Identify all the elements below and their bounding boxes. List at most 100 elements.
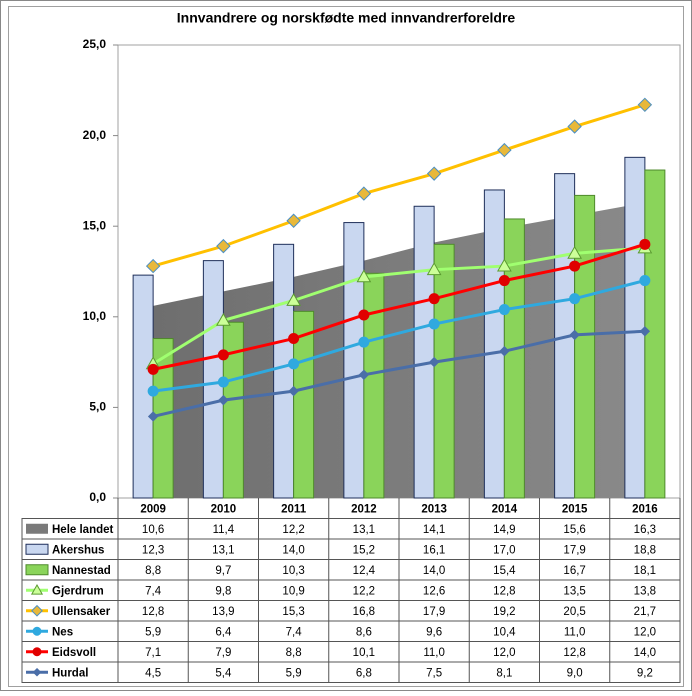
bar [624,156,646,499]
table-value: 6,8 [356,667,372,679]
marker [637,97,653,113]
table-value: 10,3 [282,565,304,577]
table-value: 5,9 [286,667,302,679]
table-value: 14,9 [493,524,515,536]
marker [145,258,161,274]
table-value: 16,7 [563,565,585,577]
marker [426,166,442,181]
marker [428,356,440,368]
table-value: 18,8 [634,544,656,556]
legend-label: Gjerdrum [52,585,104,597]
x-tick-label: 2011 [281,503,307,515]
table-value: 13,8 [634,585,656,597]
table-value: 12,4 [353,565,376,577]
marker [426,262,442,276]
marker [216,312,231,326]
marker [358,309,370,321]
legend-label: Hele landet [52,524,114,536]
marker [32,667,42,677]
y-tick-label: 25,0 [83,37,107,51]
marker [497,258,512,272]
table-value: 19,2 [493,606,515,618]
table-value: 13,1 [212,544,234,556]
line [152,279,646,393]
table-value: 7,4 [145,585,162,597]
table-value: 8,8 [145,565,161,577]
x-tick-label: 2009 [140,503,166,515]
marker [217,349,229,361]
legend-label: Ullensaker [52,606,111,618]
marker [147,411,159,422]
table-value: 10,6 [142,524,164,536]
y-tick-label: 10,0 [83,309,107,323]
bar [503,218,525,499]
table-value: 9,6 [426,626,442,638]
bar [644,169,666,499]
table-value: 15,4 [493,565,516,577]
bar [222,321,244,499]
marker [567,119,582,134]
table-value: 12,6 [423,585,445,597]
bar [413,205,435,499]
legend-label: Eidsvoll [52,647,96,659]
table-value: 12,0 [634,626,656,638]
table-value: 4,5 [145,667,161,679]
table-value: 17,9 [563,544,585,556]
table-value: 8,6 [356,626,372,638]
legend-key [25,564,49,576]
marker [288,333,300,345]
marker [639,275,651,287]
table-value: 10,9 [282,585,304,597]
marker [499,346,510,357]
marker [497,142,512,158]
table-value: 7,1 [145,647,161,659]
table-value: 13,9 [212,606,234,618]
table-value: 5,9 [145,626,161,638]
marker [32,626,42,636]
marker [218,394,229,406]
x-tick-label: 2013 [421,503,447,515]
legend-key [25,543,49,555]
marker [286,213,301,228]
table-value: 7,9 [215,647,231,659]
table-value: 10,1 [353,647,375,659]
marker [567,245,582,259]
bar [483,189,505,499]
legend-label: Hurdal [52,667,88,679]
marker [498,275,510,287]
table-value: 5,4 [215,667,232,679]
x-tick-label: 2014 [492,503,518,515]
table-value: 6,4 [215,626,232,638]
table-value: 14,1 [423,524,445,536]
marker [288,385,299,397]
table-value: 12,2 [353,585,375,597]
table-value: 8,1 [496,667,512,679]
marker [147,385,159,397]
line [152,246,645,366]
marker [428,318,440,330]
table-value: 12,3 [142,544,164,556]
marker [356,186,372,201]
bar [574,194,596,499]
bar [363,272,385,499]
x-tick-label: 2016 [632,503,658,515]
marker [428,293,440,305]
marker [147,363,159,375]
line [152,242,646,371]
table-value: 9,7 [215,565,231,577]
marker [358,369,370,380]
marker [286,292,301,306]
bar [343,222,365,499]
table-value: 13,1 [353,524,375,536]
marker [498,304,510,316]
table-value: 17,9 [423,606,445,618]
table-value: 15,6 [563,524,585,536]
table-value: 12,2 [282,524,304,536]
x-tick-label: 2010 [211,503,237,515]
marker [217,376,229,388]
table-value: 12,0 [493,647,515,659]
y-tick-label: 20,0 [83,128,107,142]
table-value: 12,8 [493,585,515,597]
line [152,103,646,268]
